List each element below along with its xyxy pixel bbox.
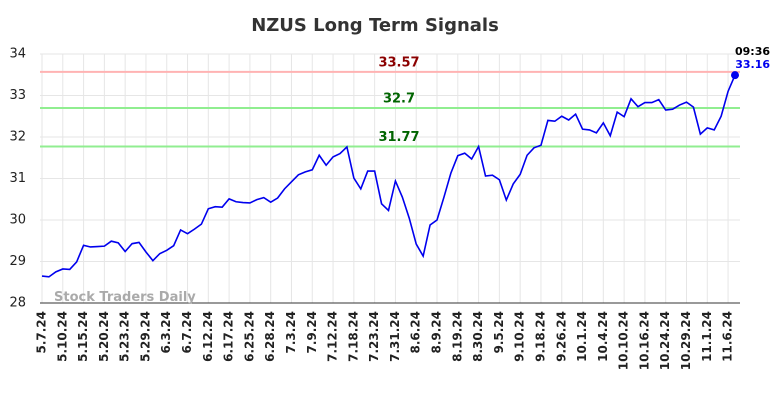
watermark: Stock Traders Daily (54, 290, 196, 305)
x-tick-label: 7.9.24 (305, 311, 319, 354)
x-tick-label: 6.17.24 (222, 311, 236, 362)
x-tick-label: 10.1.24 (575, 311, 589, 362)
y-tick-label: 29 (9, 254, 26, 269)
y-tick-label: 34 (9, 47, 26, 62)
last-point (731, 71, 739, 80)
x-tick-label: 7.18.24 (346, 311, 360, 362)
x-tick-label: 10.24.24 (658, 311, 672, 370)
x-tick-label: 5.7.24 (35, 311, 49, 354)
x-tick-label: 6.7.24 (180, 311, 194, 354)
chart-title: NZUS Long Term Signals (251, 15, 499, 36)
x-tick-label: 6.3.24 (159, 311, 173, 354)
x-tick-label: 5.23.24 (118, 311, 132, 362)
x-tick-label: 9.26.24 (554, 311, 568, 362)
x-tick-label: 6.28.24 (263, 311, 277, 362)
reference-label: 31.77 (378, 130, 419, 145)
x-tick-label: 5.20.24 (97, 311, 111, 362)
price-line (41, 74, 736, 278)
x-tick-label: 9.18.24 (533, 311, 547, 362)
x-tick-label: 7.12.24 (326, 311, 340, 362)
x-tick-label: 5.29.24 (138, 311, 152, 362)
last-price: 33.16 (735, 58, 770, 71)
y-tick-label: 31 (9, 171, 26, 186)
x-tick-label: 5.15.24 (76, 311, 90, 362)
x-tick-label: 11.1.24 (700, 311, 714, 362)
x-tick-label: 6.12.24 (201, 311, 215, 362)
x-tick-label: 8.6.24 (409, 311, 423, 354)
x-tick-label: 10.4.24 (596, 311, 610, 362)
x-tick-label: 11.6.24 (721, 311, 735, 362)
x-tick-label: 10.16.24 (637, 311, 651, 370)
reference-label: 32.7 (383, 91, 415, 106)
x-tick-label: 7.3.24 (284, 311, 298, 354)
x-tick-label: 10.10.24 (617, 311, 631, 370)
x-tick-label: 7.23.24 (367, 311, 381, 362)
last-time: 09:36 (735, 45, 770, 58)
y-tick-label: 33 (9, 88, 26, 103)
y-tick-label: 30 (9, 213, 26, 228)
x-tick-label: 8.19.24 (450, 311, 464, 362)
y-tick-label: 28 (9, 296, 26, 311)
x-tick-label: 7.31.24 (388, 311, 402, 362)
x-tick-label: 5.10.24 (55, 311, 69, 362)
y-tick-label: 32 (9, 130, 26, 145)
x-tick-label: 8.30.24 (471, 311, 485, 362)
reference-label: 33.57 (378, 55, 419, 70)
x-tick-label: 6.25.24 (242, 311, 256, 362)
x-tick-label: 9.5.24 (492, 311, 506, 354)
x-tick-label: 10.29.24 (679, 311, 693, 370)
x-tick-label: 8.9.24 (430, 311, 444, 354)
x-tick-label: 9.10.24 (513, 311, 527, 362)
